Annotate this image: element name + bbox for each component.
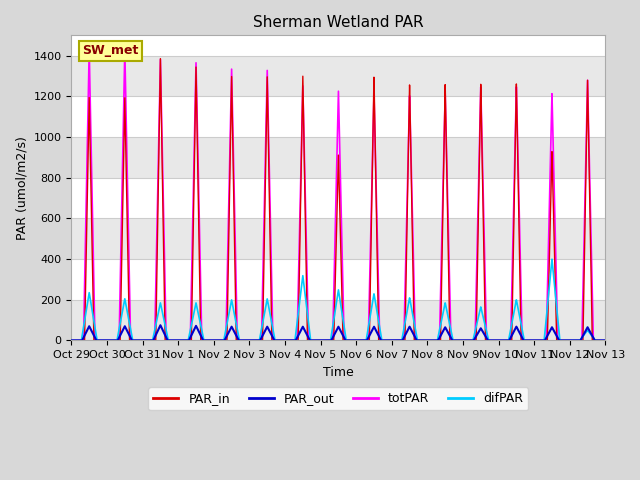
Bar xyxy=(72,56,605,96)
Bar xyxy=(72,96,605,137)
Bar xyxy=(72,178,605,218)
Title: Sherman Wetland PAR: Sherman Wetland PAR xyxy=(253,15,424,30)
Y-axis label: PAR (umol/m2/s): PAR (umol/m2/s) xyxy=(15,136,28,240)
X-axis label: Time: Time xyxy=(323,366,354,379)
Bar xyxy=(72,259,605,300)
Legend: PAR_in, PAR_out, totPAR, difPAR: PAR_in, PAR_out, totPAR, difPAR xyxy=(148,387,529,410)
Text: SW_met: SW_met xyxy=(82,45,138,58)
Bar xyxy=(72,137,605,178)
Bar xyxy=(72,218,605,259)
Bar xyxy=(72,300,605,340)
